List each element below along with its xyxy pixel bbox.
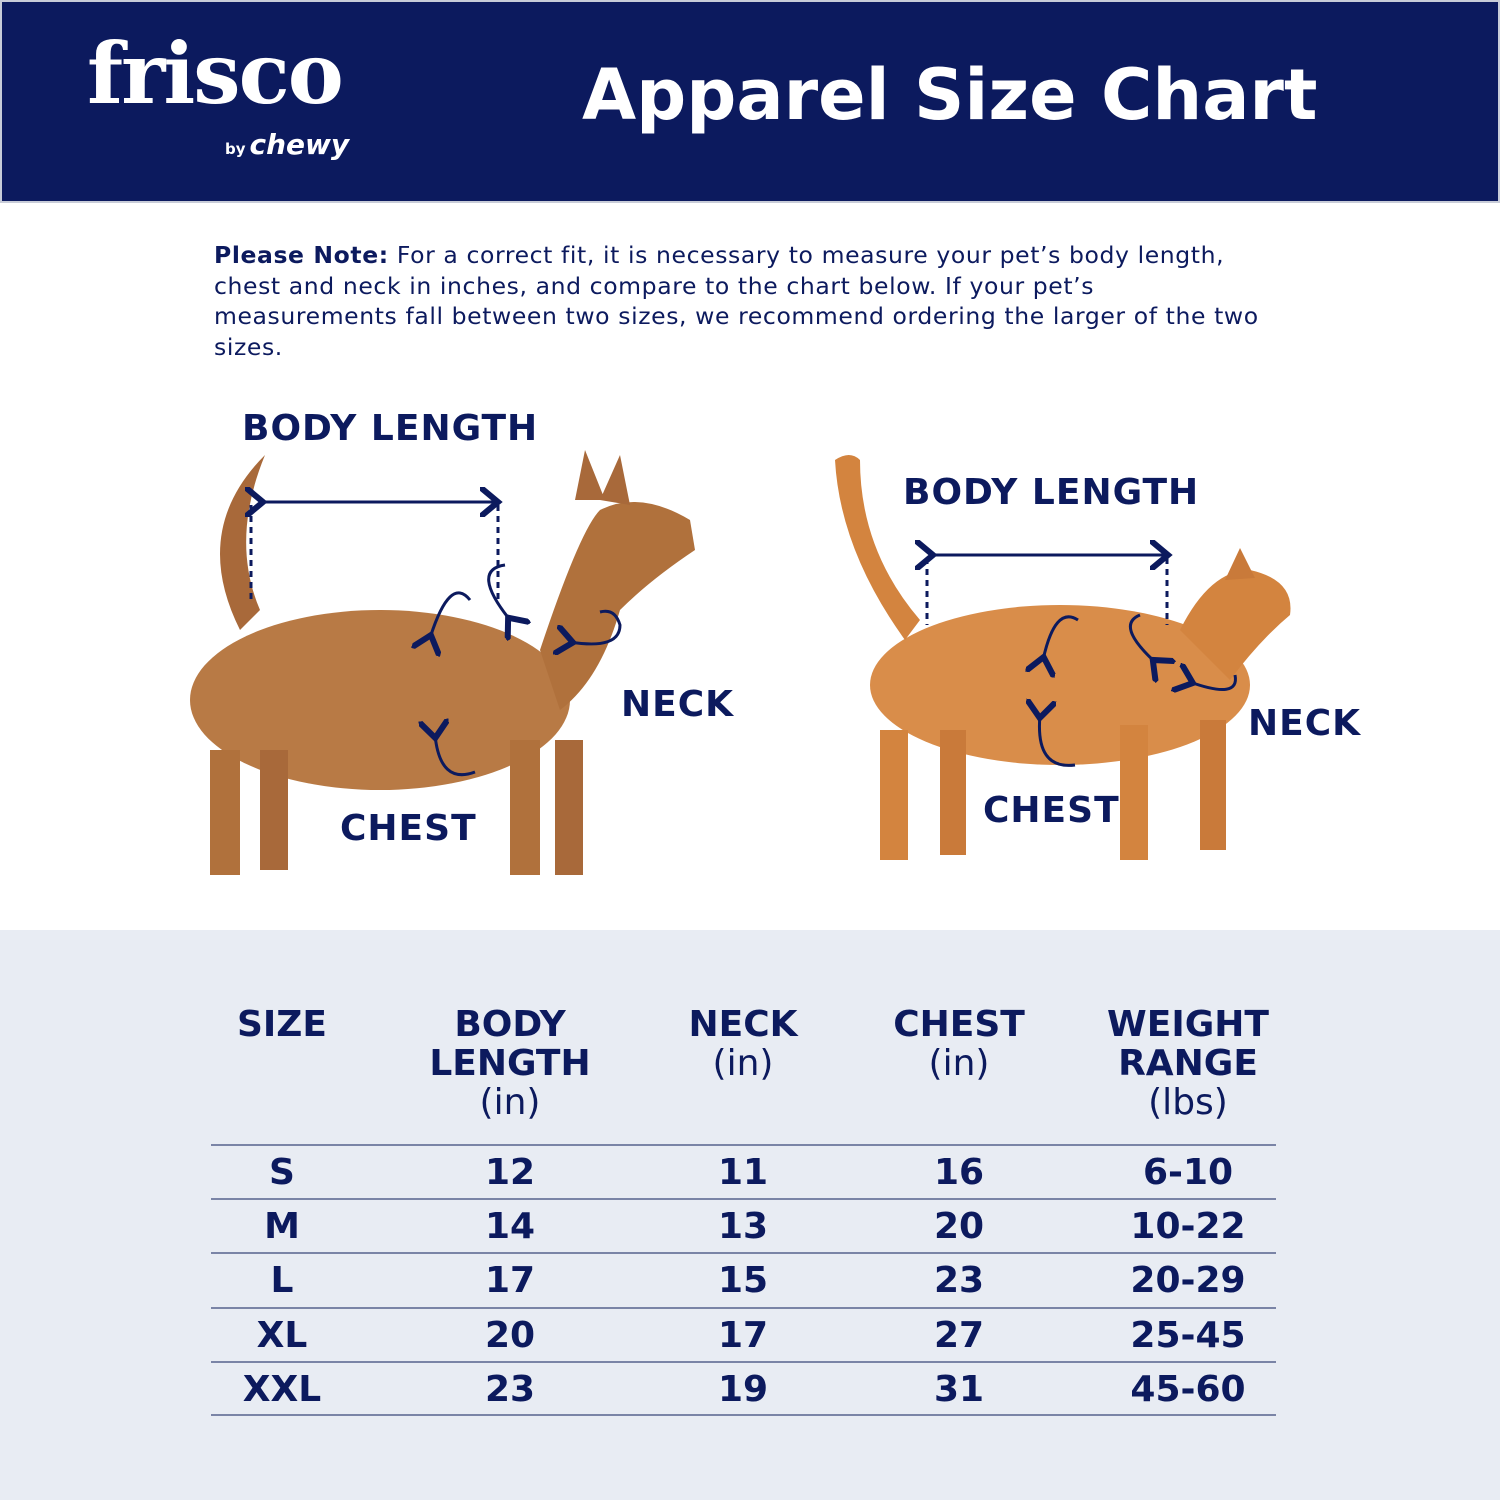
header-unit: (in): [928, 1043, 990, 1084]
dog-chest-arrow-top: [430, 591, 472, 638]
table-cell: 45-60: [1130, 1368, 1246, 1410]
header-title: SIZE: [236, 1004, 328, 1045]
header-unit: (in): [712, 1043, 774, 1084]
table-cell: 20-29: [1130, 1260, 1246, 1302]
dog-body-length-label: BODY LENGTH: [242, 408, 539, 449]
table-cell: 17: [484, 1260, 536, 1302]
header-unit: (in): [479, 1082, 541, 1123]
table-row: XXL 23 19 31 45-60: [211, 1360, 1276, 1415]
page-title: Apparel Size Chart: [582, 54, 1318, 136]
dog-chest-label: CHEST: [340, 808, 477, 849]
logo-wordmark: frisco: [87, 24, 344, 123]
cat-image: [835, 455, 1291, 860]
logo-byline: by chewy: [225, 128, 349, 161]
cat-body-length-label: BODY LENGTH: [903, 472, 1200, 513]
table-cell: 20: [933, 1206, 985, 1248]
table-cell: S: [269, 1152, 295, 1193]
dog-neck-label: NECK: [621, 684, 735, 725]
header-unit: (lbs): [1148, 1082, 1228, 1123]
header-banner: frisco by chewy Apparel Size Chart: [0, 0, 1500, 203]
table-cell: 20: [484, 1314, 536, 1356]
note-label: Please Note:: [214, 241, 389, 269]
table-cell: 16: [933, 1152, 985, 1193]
dog-neck-arrow-top: [487, 563, 510, 620]
table-cell: 10-22: [1130, 1206, 1246, 1248]
dog-chest-arrow: [435, 735, 476, 777]
cat-chest-arrow: [1039, 715, 1076, 767]
table-cell: XXL: [242, 1368, 322, 1410]
table-bottom-rule: [211, 1414, 1276, 1416]
cat-chest-label: CHEST: [983, 790, 1120, 831]
cat-neck-arrow: [1190, 675, 1237, 690]
table-cell: 11: [717, 1152, 769, 1193]
table-cell: 19: [717, 1368, 769, 1410]
measurement-diagram: BODY LENGTH NECK CHEST BODY LENGTH NECK …: [0, 380, 1500, 930]
table-cell: 6-10: [1142, 1152, 1234, 1193]
frisco-logo: frisco by chewy: [87, 24, 349, 162]
dog-neck-arrow: [570, 609, 622, 644]
size-table-section: [0, 930, 1500, 1500]
measurement-arrows: [251, 502, 1237, 777]
table-cell: 23: [933, 1260, 985, 1302]
header-chest: CHEST (in): [893, 1005, 1025, 1083]
header-neck: NECK (in): [688, 1005, 797, 1083]
cat-neck-arrow-top: [1129, 613, 1155, 662]
table-cell: M: [264, 1206, 300, 1248]
table-row: S 12 11 16 6-10: [211, 1144, 1276, 1198]
cat-chest-arrow-top: [1043, 615, 1079, 660]
header-size: SIZE: [237, 1005, 327, 1044]
table-cell: 15: [717, 1260, 769, 1302]
table-cell: 25-45: [1130, 1314, 1246, 1356]
table-cell: XL: [256, 1314, 308, 1356]
header-weight-range: WEIGHT RANGE (lbs): [1098, 1005, 1278, 1122]
logo-chewy: chewy: [249, 128, 350, 161]
header-title: CHEST: [893, 1004, 1025, 1045]
table-cell: 27: [933, 1314, 985, 1356]
table-cell: 13: [717, 1206, 769, 1248]
cat-neck-label: NECK: [1248, 703, 1362, 744]
table-cell: 17: [717, 1314, 769, 1356]
header-body-length: BODY LENGTH (in): [425, 1005, 595, 1122]
note-text: For a correct fit, it is necessary to me…: [214, 241, 1259, 361]
table-row: L 17 15 23 20-29: [211, 1252, 1276, 1306]
pets-illustration: [190, 450, 1291, 875]
table-cell: L: [270, 1260, 294, 1302]
table-cell: 23: [484, 1368, 536, 1410]
fit-note: Please Note: For a correct fit, it is ne…: [214, 240, 1274, 362]
logo-by: by: [225, 140, 246, 158]
table-row: XL 20 17 27 25-45: [211, 1306, 1276, 1361]
header-title: WEIGHT RANGE: [1107, 1004, 1269, 1084]
table-cell: 31: [933, 1368, 985, 1410]
header-title: BODY LENGTH: [429, 1004, 591, 1084]
header-title: NECK: [688, 1004, 798, 1045]
table-row: M 14 13 20 10-22: [211, 1198, 1276, 1252]
table-cell: 12: [484, 1152, 536, 1193]
dog-image: [190, 450, 695, 875]
table-cell: 14: [484, 1206, 536, 1248]
